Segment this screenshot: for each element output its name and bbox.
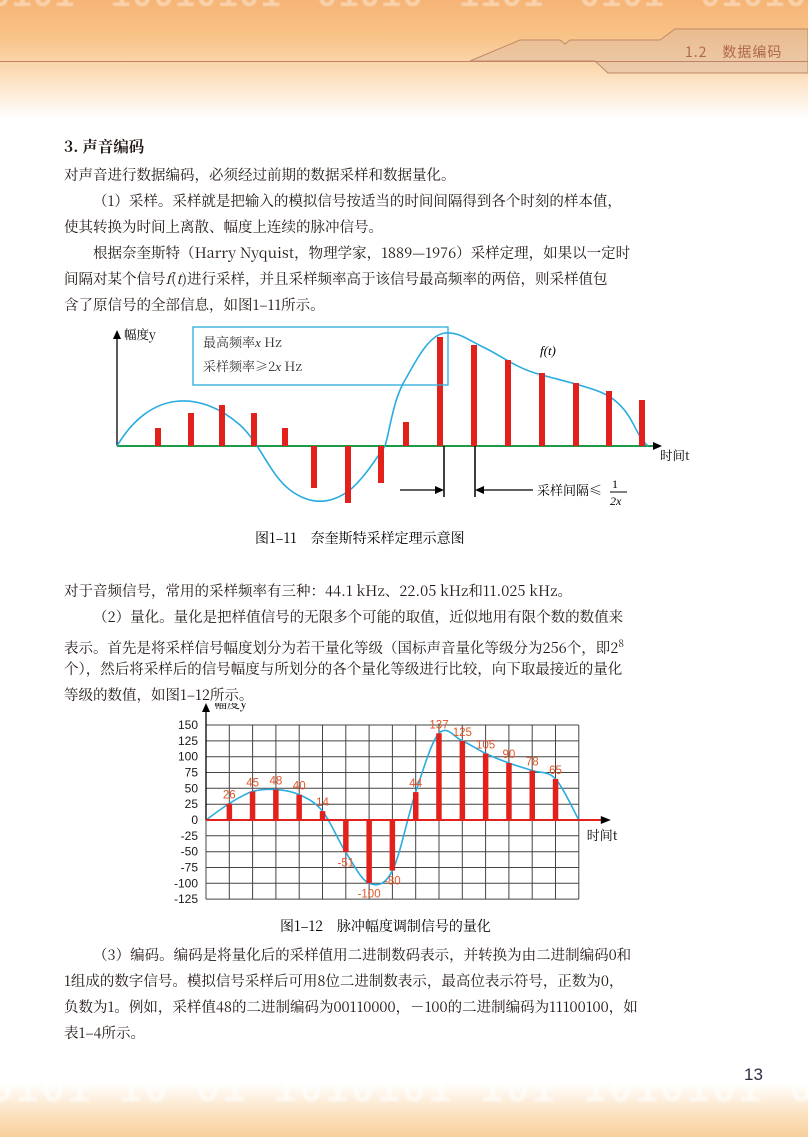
svg-text:时间t: 时间t (660, 446, 690, 464)
svg-text:f(t): f(t) (540, 343, 556, 358)
svg-text:45: 45 (246, 778, 259, 790)
svg-text:125: 125 (453, 727, 472, 739)
svg-text:采样频率≥2x Hz: 采样频率≥2x Hz (203, 356, 302, 375)
svg-text:-50: -50 (181, 845, 199, 859)
svg-text:-100: -100 (174, 876, 198, 890)
svg-text:图1–11 奈奎斯特采样定理示意图: 图1–11 奈奎斯特采样定理示意图 (255, 528, 465, 548)
svg-text:50: 50 (185, 781, 199, 795)
svg-text:1: 1 (612, 477, 618, 491)
svg-text:100: 100 (178, 750, 198, 764)
svg-text:105: 105 (476, 740, 495, 752)
svg-text:75: 75 (185, 766, 199, 780)
svg-text:0: 0 (191, 813, 198, 827)
svg-text:图1–12 脉冲幅度调制信号的量化: 图1–12 脉冲幅度调制信号的量化 (280, 916, 491, 936)
svg-text:44: 44 (409, 778, 422, 790)
svg-text:-51: -51 (337, 857, 354, 869)
svg-text:-125: -125 (174, 892, 198, 906)
svg-text:-75: -75 (181, 861, 199, 875)
svg-text:40: 40 (293, 781, 306, 793)
svg-text:125: 125 (178, 734, 198, 748)
svg-text:幅度y: 幅度y (124, 325, 156, 343)
svg-text:65: 65 (549, 765, 562, 777)
svg-text:采样间隔≤: 采样间隔≤ (537, 480, 602, 499)
svg-text:-25: -25 (181, 829, 199, 843)
svg-text:2x: 2x (610, 494, 622, 508)
svg-text:48: 48 (270, 776, 283, 788)
svg-text:最高频率x Hz: 最高频率x Hz (203, 332, 282, 351)
svg-text:-100: -100 (358, 888, 381, 900)
svg-text:26: 26 (223, 790, 236, 802)
svg-text:90: 90 (503, 749, 516, 761)
svg-text:-80: -80 (384, 876, 401, 888)
svg-text:137: 137 (429, 719, 448, 731)
svg-text:78: 78 (526, 757, 539, 769)
svg-text:25: 25 (185, 797, 199, 811)
svg-text:幅度y: 幅度y (214, 703, 248, 712)
svg-text:14: 14 (316, 797, 329, 809)
svg-text:时间t: 时间t (587, 825, 618, 844)
svg-text:150: 150 (178, 718, 198, 732)
